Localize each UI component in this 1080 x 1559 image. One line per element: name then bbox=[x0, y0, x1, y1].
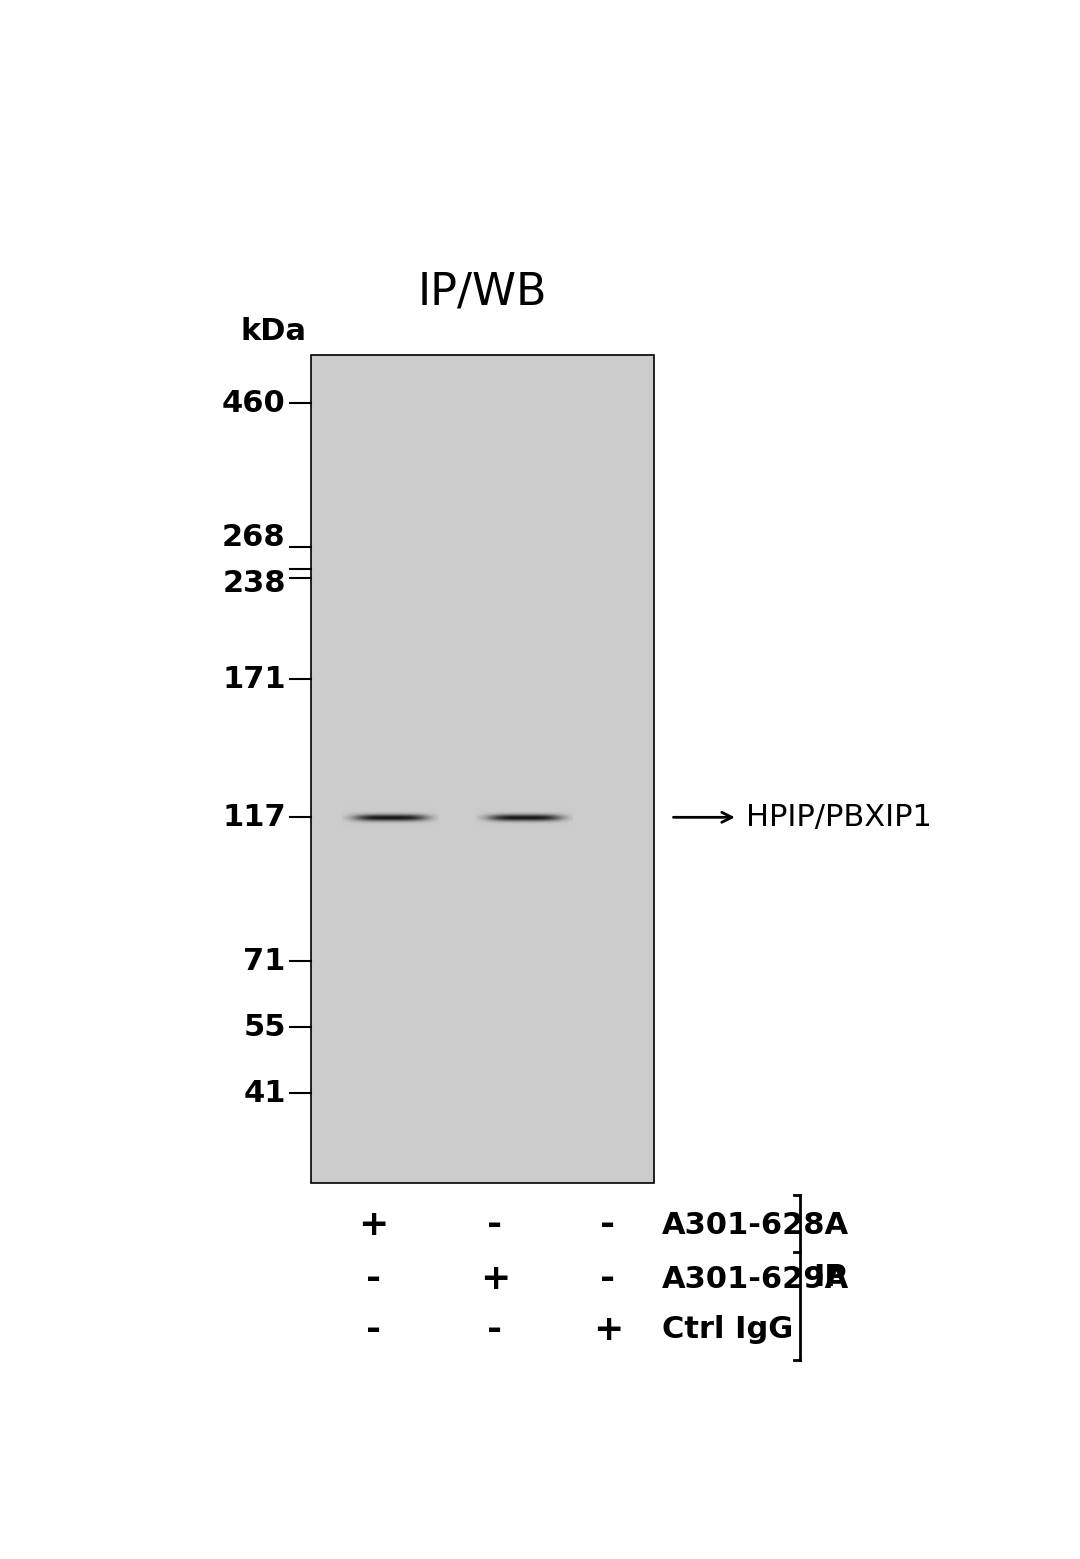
Text: 460: 460 bbox=[221, 388, 285, 418]
Text: -: - bbox=[487, 1313, 502, 1347]
Text: A301-629A: A301-629A bbox=[662, 1264, 850, 1294]
Text: kDa: kDa bbox=[241, 316, 307, 346]
Text: IP: IP bbox=[813, 1263, 847, 1292]
Bar bbox=[311, 355, 654, 1183]
Text: 238: 238 bbox=[222, 569, 285, 597]
Text: 268: 268 bbox=[222, 524, 285, 552]
Text: +: + bbox=[359, 1208, 389, 1243]
Text: -: - bbox=[366, 1263, 381, 1297]
Text: HPIP/PBXIP1: HPIP/PBXIP1 bbox=[746, 803, 932, 833]
Text: -: - bbox=[487, 1208, 502, 1243]
Text: 71: 71 bbox=[243, 946, 285, 976]
Text: +: + bbox=[593, 1313, 623, 1347]
Text: A301-628A: A301-628A bbox=[662, 1211, 850, 1239]
Text: Ctrl IgG: Ctrl IgG bbox=[662, 1316, 794, 1344]
Text: IP/WB: IP/WB bbox=[418, 270, 548, 313]
Text: +: + bbox=[480, 1263, 510, 1297]
Text: 117: 117 bbox=[222, 803, 285, 833]
Text: 171: 171 bbox=[222, 664, 285, 694]
Text: -: - bbox=[600, 1263, 616, 1297]
Text: -: - bbox=[366, 1313, 381, 1347]
Text: -: - bbox=[600, 1208, 616, 1243]
Text: 55: 55 bbox=[243, 1013, 285, 1041]
Text: 41: 41 bbox=[243, 1079, 285, 1108]
